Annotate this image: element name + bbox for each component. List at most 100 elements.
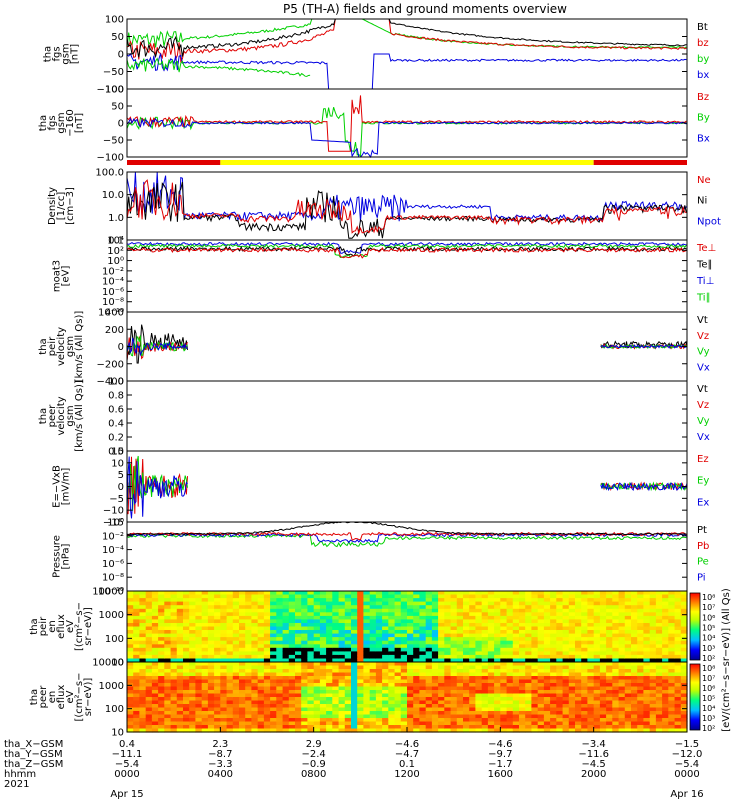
ytick-label: 0.1 — [108, 236, 124, 247]
xtick-y: −9.7 — [488, 749, 512, 760]
xtick-x: 2.9 — [306, 739, 322, 750]
ytick-label: 10 — [111, 458, 124, 469]
ytick-label: 0 — [118, 119, 124, 130]
xtick-x: 0.4 — [119, 739, 135, 750]
ylabel-line: [mV/m] — [61, 468, 72, 506]
ytick-label: 0.4 — [108, 419, 124, 430]
xtick-z: −0.9 — [302, 759, 326, 770]
xtick-x: −3.4 — [582, 739, 606, 750]
ytick-label: 10 — [111, 728, 124, 739]
colorbar-label: [eV/(cm²−s−sr−eV)] (All Qs) — [721, 588, 732, 732]
ylabel-line: fgs — [52, 46, 63, 61]
ylabel-line: E=−VxB — [52, 465, 63, 508]
mode-bar-segment-2 — [593, 160, 687, 165]
series-pb — [126, 531, 687, 541]
xtick-x: −4.6 — [395, 739, 419, 750]
xaxis-row-label-0: tha_X−GSM — [4, 739, 63, 750]
ylabel-line: sr−eV)] — [83, 678, 94, 717]
colorbar-tick: 10⁸ — [702, 664, 715, 673]
ytick-label: 0.6 — [108, 405, 124, 416]
mode-bar-segment-1 — [220, 160, 594, 165]
ytick-label: 0 — [118, 482, 124, 493]
series-te-par — [126, 245, 687, 257]
legend-p5-0: Vt — [697, 315, 708, 326]
ylabel-line: tha — [29, 689, 40, 705]
xtick-x: −4.6 — [488, 739, 512, 750]
heatmap-peer — [127, 662, 688, 733]
ytick-label: 10⁻⁴ — [102, 545, 124, 556]
ylabel-line: [nT] — [70, 44, 81, 64]
ylabel-line: [1/cc] — [56, 192, 67, 221]
ylabel-line: velocity — [56, 396, 67, 435]
ytick-label: 10⁻² — [102, 531, 124, 542]
panel-frame-p6 — [126, 380, 688, 452]
series-bz — [126, 18, 687, 64]
series-npot — [126, 172, 687, 223]
series-ti-par — [126, 243, 687, 259]
ytick-label: 10⁻⁶ — [102, 559, 124, 570]
ylabel-line: Density — [47, 187, 58, 225]
ylabel-line: [eV] — [61, 266, 72, 287]
series-ni — [126, 181, 687, 239]
ylabel-line: sr−eV)] — [83, 607, 94, 646]
ytick-label: −50 — [103, 136, 124, 147]
series-te-perp — [126, 247, 687, 259]
xtick-y: −2.4 — [302, 749, 326, 760]
ytick-label: 0.0 — [108, 447, 124, 458]
legend-p8-1: Pb — [697, 541, 709, 552]
ytick-label: 400 — [105, 308, 124, 319]
ylabel-line: eV — [65, 690, 76, 703]
xtick-y: −11.1 — [112, 749, 143, 760]
ylabel-line: peer — [38, 685, 49, 709]
xtick-z: −5.4 — [675, 759, 699, 770]
ylabel-line: tha — [38, 338, 49, 354]
ylabel-line: eV — [65, 620, 76, 633]
ytick-label: 1.0 — [108, 213, 124, 224]
xaxis-row-label-2: tha_Z−GSM — [4, 759, 63, 770]
ylabel-line: peer — [47, 404, 58, 428]
ytick-label: 10⁻⁶ — [102, 287, 124, 298]
ytick-label: 100 — [105, 704, 124, 715]
legend-p7-0: Ez — [697, 454, 709, 465]
series-By-160 — [126, 107, 687, 158]
xtick-z: −4.5 — [582, 759, 606, 770]
ytick-label: 100 — [105, 15, 124, 26]
xtick-time: 1200 — [394, 769, 419, 780]
xaxis-row-label-1: tha_Y−GSM — [4, 749, 63, 760]
ytick-label: 200 — [105, 325, 124, 336]
ytick-label: 1000 — [99, 610, 124, 621]
ylabel-line: peir — [38, 616, 49, 636]
legend-p6-2: Vy — [697, 416, 710, 427]
ytick-label: 0.2 — [108, 433, 124, 444]
ylabel-line: gsm — [61, 43, 72, 64]
legend-p4-0: Te⊥ — [696, 243, 716, 254]
ylabel-line: fgs — [47, 115, 58, 130]
series-pe — [126, 533, 687, 548]
series-Bz-160 — [126, 95, 687, 152]
ylabel-line: moat3 — [52, 260, 63, 292]
ytick-label: 10⁻² — [102, 266, 124, 277]
ytick-label: −400 — [97, 377, 124, 388]
ytick-label: 10⁻⁸ — [102, 297, 124, 308]
legend-p7-2: Ex — [697, 497, 709, 508]
xtick-y: −11.6 — [578, 749, 609, 760]
ytick-label: 10⁰ — [107, 256, 124, 267]
colorbar-tick: 10⁸ — [702, 593, 715, 602]
ylabel-line: en — [47, 620, 58, 633]
xaxis-row-label-4: 2021 — [4, 779, 29, 790]
xtick-x: −1.5 — [675, 739, 699, 750]
ylabel-line: tha — [38, 115, 49, 131]
ylabel-line: eflux — [56, 685, 67, 710]
ytick-label: 0.8 — [108, 391, 124, 402]
legend-p2-1: By — [697, 113, 710, 124]
xtick-time: 2000 — [581, 769, 606, 780]
ylabel-line: [(cm²−s− — [74, 602, 85, 651]
xtick-z: −3.3 — [208, 759, 232, 770]
xtick-time: 0400 — [208, 769, 233, 780]
ylabel-line: [km/s (All Qs)] — [74, 311, 85, 383]
ylabel-line: velocity — [56, 327, 67, 366]
ytick-label: −5 — [109, 494, 124, 505]
ytick-label: 100.0 — [95, 168, 124, 179]
series-Bx-160 — [126, 117, 687, 159]
